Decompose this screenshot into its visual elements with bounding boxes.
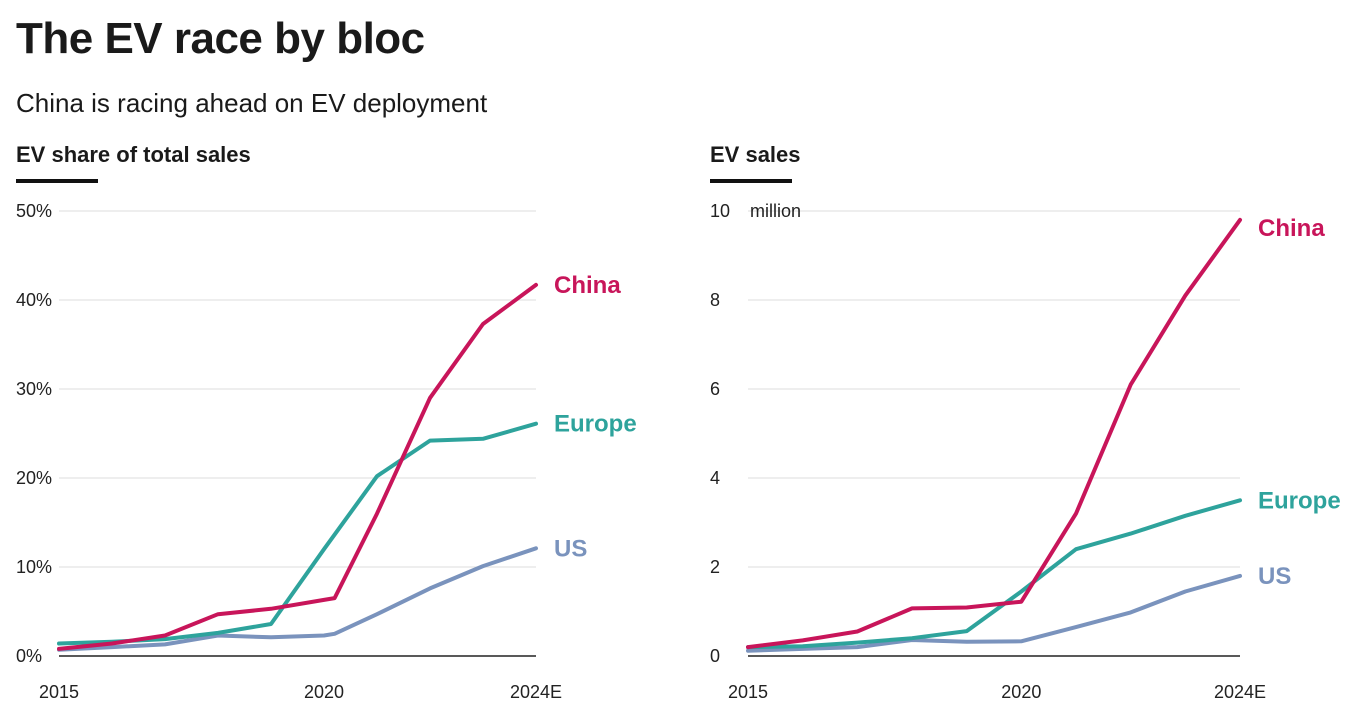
- series-line-china: [57, 282, 538, 651]
- page-subtitle: China is racing ahead on EV deployment: [16, 88, 488, 118]
- y-tick-label: 30%: [16, 379, 52, 399]
- y-tick-label: 10%: [16, 557, 52, 577]
- series-line-europe: [57, 421, 538, 646]
- y-tick-label: 40%: [16, 290, 52, 310]
- chart-title: EV share of total sales: [16, 142, 251, 167]
- x-tick-label: 2015: [39, 682, 79, 702]
- series-label-us: US: [554, 535, 587, 562]
- page-title: The EV race by bloc: [16, 14, 425, 63]
- line-chart-sales: 0 2 4 6 8 10 million 2015 2020 2024E US Europe China: [710, 201, 1341, 702]
- y-tick-label: 6: [710, 379, 720, 399]
- y-tick-label: 20%: [16, 468, 52, 488]
- series-label-europe: Europe: [1258, 487, 1341, 514]
- y-tick-label: 2: [710, 557, 720, 577]
- series-line-us: [746, 573, 1242, 653]
- x-tick-label: 2015: [728, 682, 768, 702]
- series-line-europe: [746, 498, 1242, 650]
- series-line-us: [57, 546, 538, 652]
- y-tick-label: 50%: [16, 201, 52, 221]
- title-underline: [16, 179, 98, 183]
- series-label-us: US: [1258, 563, 1291, 590]
- series-label-china: China: [1258, 215, 1325, 242]
- y-tick-label: 0%: [16, 646, 42, 666]
- x-tick-label: 2020: [304, 682, 344, 702]
- title-underline: [710, 179, 792, 183]
- y-tick-label: 10: [710, 201, 730, 221]
- series-line-china: [746, 217, 1242, 650]
- x-tick-label: 2020: [1001, 682, 1041, 702]
- chart-panel-share: EV share of total sales 0% 10% 20% 30% 40% 50…: [16, 142, 656, 702]
- series-label-europe: Europe: [554, 411, 637, 438]
- y-tick-label: 4: [710, 468, 720, 488]
- y-tick-label: 8: [710, 290, 720, 310]
- x-tick-label: 2024E: [1214, 682, 1266, 702]
- x-tick-label: 2024E: [510, 682, 562, 702]
- unit-label: million: [750, 201, 801, 221]
- series-label-china: China: [554, 272, 621, 299]
- chart-panel-sales: EV sales 0 2 4 6 8 10 million 2015 2020 2024E US Eu…: [710, 142, 1350, 702]
- y-tick-label: 0: [710, 646, 720, 666]
- line-chart-share: 0% 10% 20% 30% 40% 50% 2015 2020 2024E US Europe Ch…: [16, 201, 637, 702]
- chart-title: EV sales: [710, 142, 801, 167]
